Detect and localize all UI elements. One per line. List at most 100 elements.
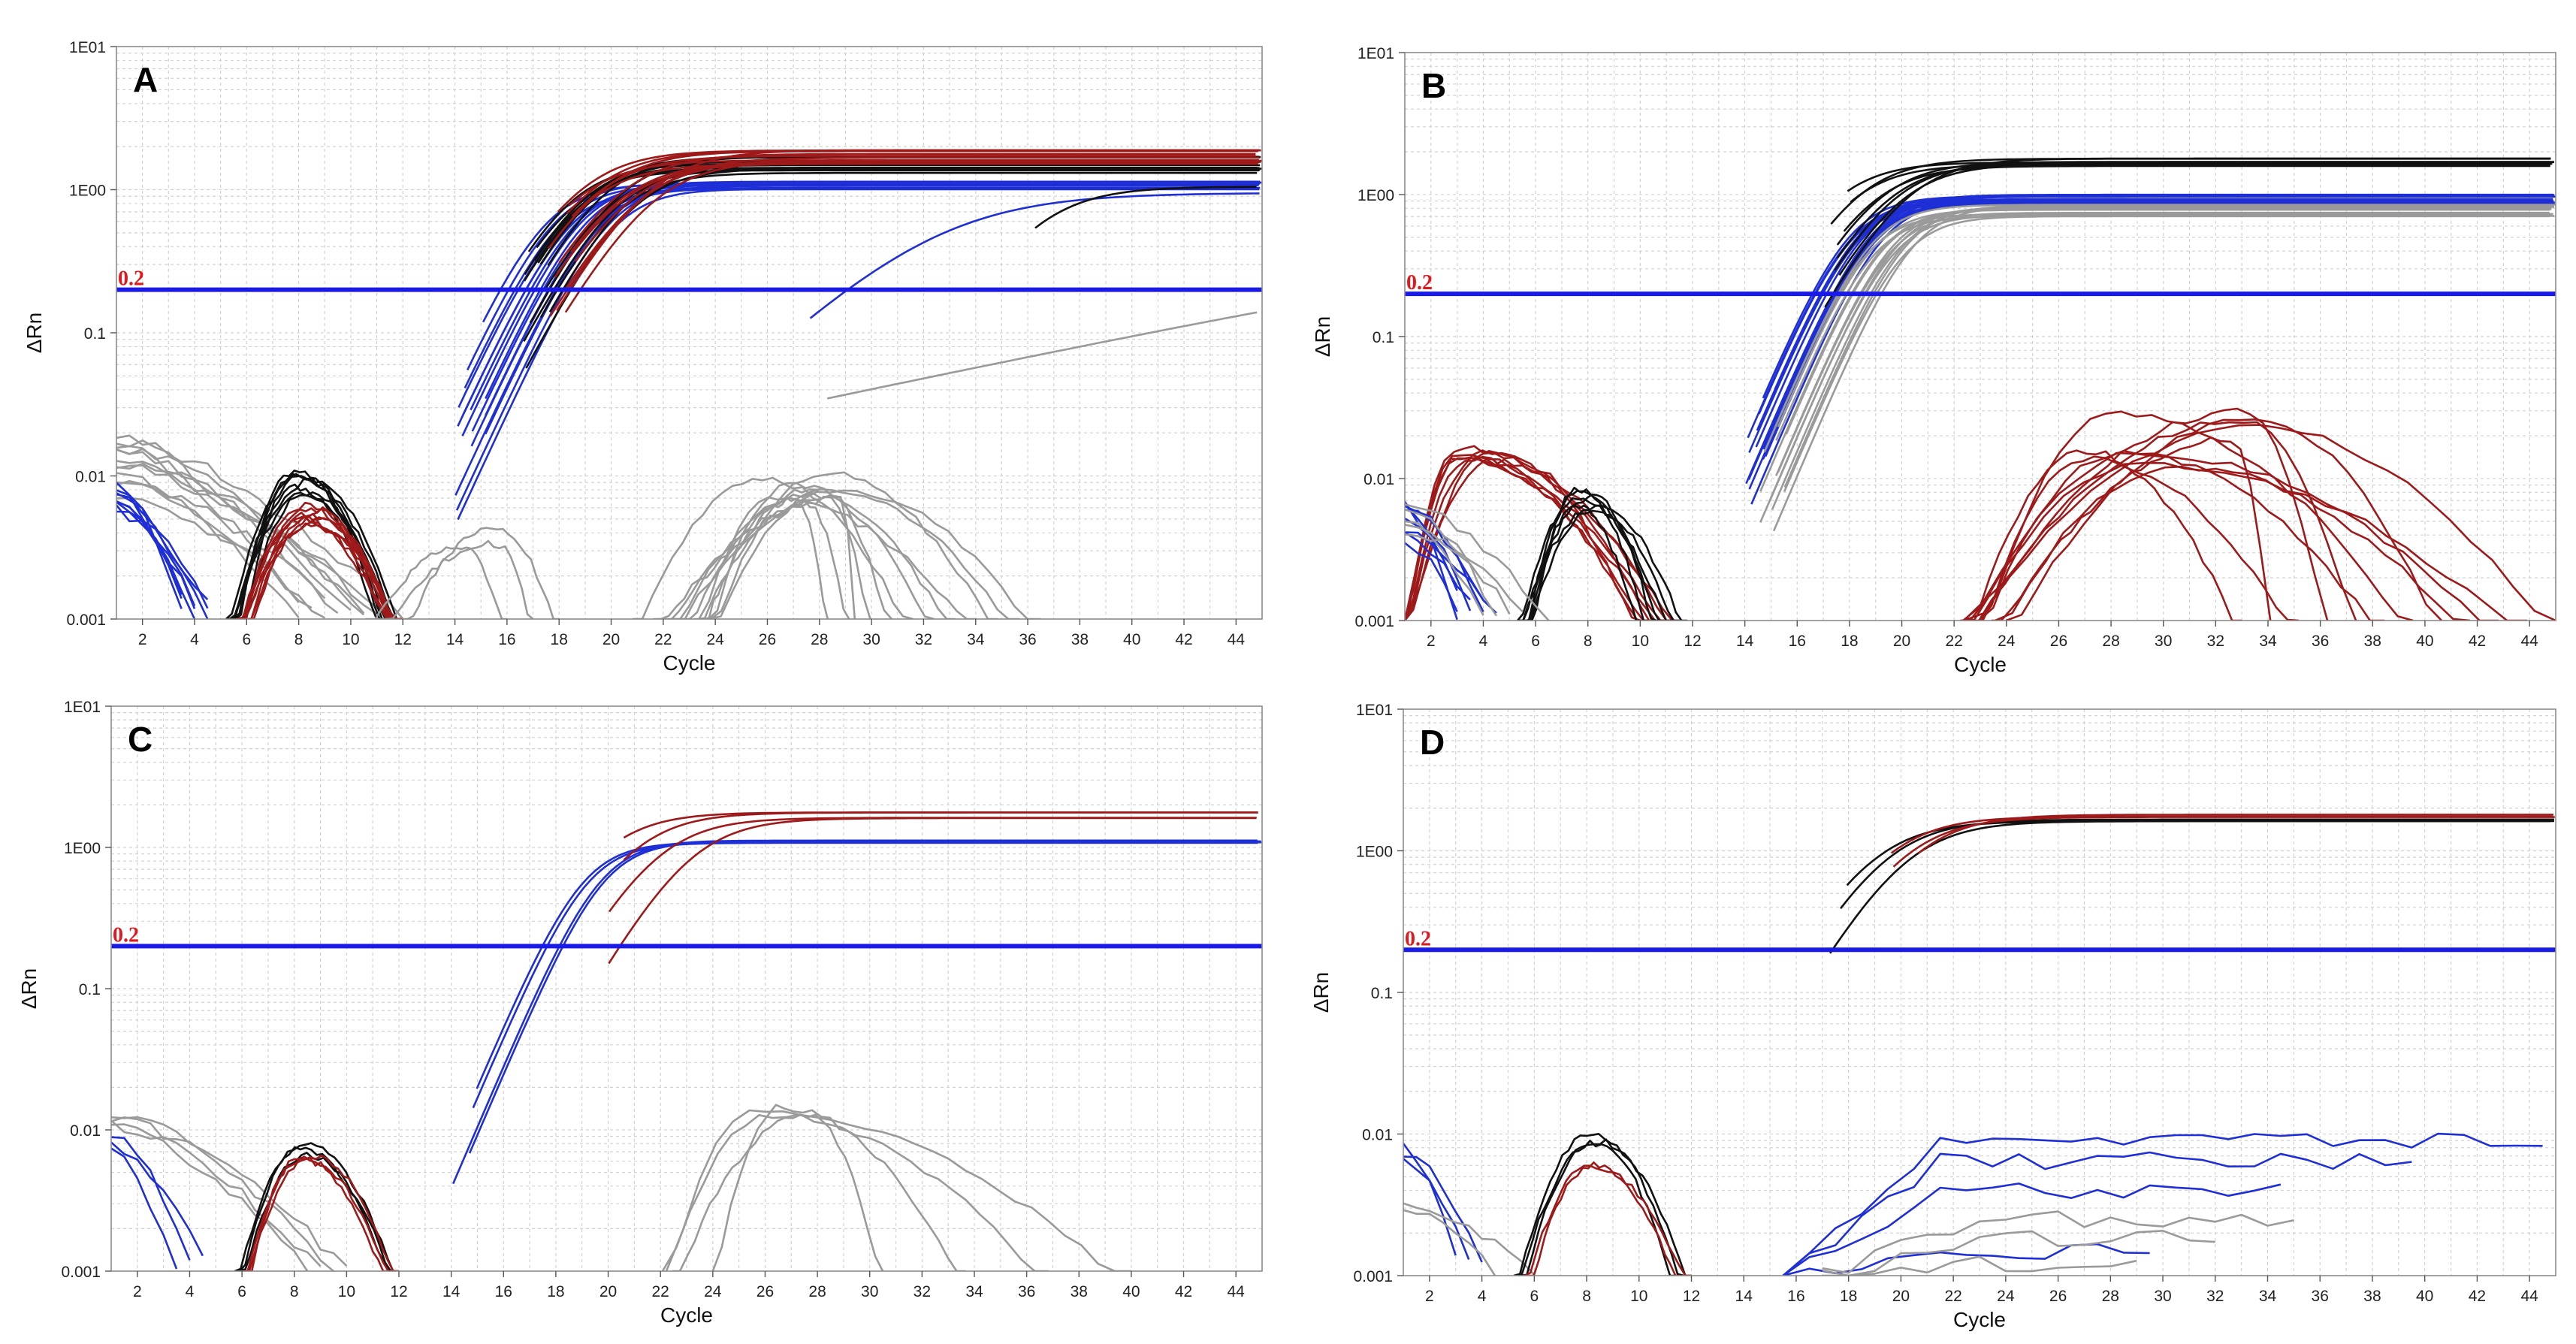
x-tick-label: 26 xyxy=(756,1283,774,1300)
x-tick-label: 2 xyxy=(133,1283,142,1300)
amplification-curve-blue xyxy=(1403,1155,1483,1263)
chart-panel-a: 0.2A2 4 6 8 10 12 14 16 18 20 22 24 26 28 30 32 34 36 38 40… xyxy=(23,39,1263,675)
x-axis-label: Cycle xyxy=(663,651,715,675)
x-tick-label: 20 xyxy=(1892,1288,1910,1305)
amplification-curve-gray xyxy=(710,471,998,619)
panel-label: D xyxy=(1420,723,1445,762)
amplification-curve-black xyxy=(1829,820,2550,954)
x-tick-label: 22 xyxy=(1944,1288,1961,1305)
x-tick-label: 32 xyxy=(2207,633,2224,650)
x-tick-label: 6 xyxy=(1530,1288,1539,1305)
amplification-curve-gray xyxy=(672,489,1041,619)
amplification-curve-gray xyxy=(682,488,892,619)
amplification-curve-gray xyxy=(376,539,534,619)
panel-label: C xyxy=(128,720,153,759)
x-tick-label: 12 xyxy=(394,631,412,648)
x-tick-label: 30 xyxy=(2154,1288,2171,1305)
amplification-curve-gray xyxy=(1403,1209,1496,1276)
x-tick-label: 2 xyxy=(1425,1288,1434,1305)
amplification-curve-red xyxy=(1960,421,2357,621)
amplification-curve-gray xyxy=(111,1123,309,1271)
x-tick-label: 32 xyxy=(2206,1288,2224,1305)
chart-panel-b: 0.2B2 4 6 8 10 12 14 16 18 20 22 24 26 28 30 32 34 36 38 40… xyxy=(1311,45,2556,676)
amplification-curve-gray xyxy=(653,495,871,619)
amplification-curve-blue xyxy=(111,1147,178,1270)
amplification-curve-blue xyxy=(116,510,209,601)
x-tick-label: 4 xyxy=(1478,1288,1487,1305)
x-tick-label: 2 xyxy=(138,631,147,648)
x-tick-label: 8 xyxy=(290,1283,299,1300)
amplification-curve-gray xyxy=(1403,1202,1536,1276)
amplification-curve-gray xyxy=(116,472,300,618)
amplification-curve-black xyxy=(1530,486,1664,621)
x-tick-label: 40 xyxy=(2416,1288,2433,1305)
y-tick-label: 0.001 xyxy=(1353,1268,1393,1285)
amplification-curve-black xyxy=(1524,488,1648,621)
amplification-curve-red xyxy=(1524,1164,1692,1276)
amplification-curve-red xyxy=(558,153,1256,264)
x-tick-label: 14 xyxy=(446,631,464,648)
x-tick-label: 28 xyxy=(2102,1288,2119,1305)
x-tick-label: 38 xyxy=(2364,633,2381,650)
y-tick-label: 0.001 xyxy=(66,612,106,629)
x-tick-label: 20 xyxy=(1893,633,1910,650)
y-axis-label: ΔRn xyxy=(1309,972,1333,1013)
x-tick-label: 36 xyxy=(2312,1288,2329,1305)
amplification-curve-gray xyxy=(1405,509,1497,617)
x-tick-label: 34 xyxy=(965,1283,983,1300)
amplification-curve-red xyxy=(1963,424,2556,621)
curves xyxy=(111,811,1262,1271)
amplification-curve-gray xyxy=(111,1116,334,1271)
amplification-curve-gray xyxy=(632,476,914,619)
x-tick-label: 40 xyxy=(1123,631,1140,648)
x-tick-label: 28 xyxy=(2102,633,2119,650)
amplification-curve-red xyxy=(1995,465,2471,621)
threshold-label: 0.2 xyxy=(1405,927,1431,950)
x-tick-label: 4 xyxy=(190,631,199,648)
amplification-curve-red xyxy=(1528,1161,1681,1276)
y-tick-label: 1E01 xyxy=(64,699,101,716)
amplification-curve-gray xyxy=(1785,208,2552,435)
x-tick-label: 22 xyxy=(1946,633,1963,650)
amplification-curve-blue xyxy=(1403,1158,1470,1260)
x-tick-label: 32 xyxy=(914,1283,931,1300)
x-tick-label: 32 xyxy=(915,631,932,648)
x-tick-label: 44 xyxy=(2521,633,2539,650)
y-tick-label: 1E00 xyxy=(1357,187,1394,204)
amplification-curve-red xyxy=(564,159,1256,313)
amplification-curve-gray xyxy=(111,1119,322,1267)
amplification-curve-red xyxy=(1892,816,2555,868)
amplification-curve-red xyxy=(246,512,402,619)
amplification-curve-red xyxy=(2005,418,2443,621)
amplification-curve-red xyxy=(1962,461,2527,621)
amplification-curve-black xyxy=(525,168,1262,369)
amplification-curve-gray xyxy=(116,460,391,619)
amplification-curve-gray xyxy=(1405,533,1524,612)
x-tick-label: 24 xyxy=(1998,633,2016,650)
x-tick-label: 28 xyxy=(808,1283,826,1300)
panel-label: B xyxy=(1421,66,1446,105)
amplification-curve-gray xyxy=(699,497,829,619)
amplification-curve-gray xyxy=(672,1113,884,1271)
x-tick-label: 8 xyxy=(1584,633,1593,650)
x-tick-label: 10 xyxy=(338,1283,355,1300)
amplification-curve-black xyxy=(228,478,403,619)
amplification-curve-blue xyxy=(1405,503,1472,612)
amplification-curve-black xyxy=(1517,497,1672,621)
x-tick-label: 36 xyxy=(2312,633,2329,650)
amplification-curve-black xyxy=(1526,504,1687,621)
y-tick-label: 1E01 xyxy=(1356,702,1393,719)
amplification-curve-black xyxy=(1824,157,2551,308)
chart-panel-d: 0.2D2 4 6 8 10 12 14 16 18 20 22 24 26 28 30 32 34 36 38 40… xyxy=(1309,702,2556,1331)
x-tick-label: 30 xyxy=(861,1283,878,1300)
x-tick-label: 44 xyxy=(2520,1288,2538,1305)
amplification-curve-red xyxy=(237,501,395,619)
amplification-curve-gray xyxy=(670,491,935,619)
chart-panel-c: 0.2C2 4 6 8 10 12 14 16 18 20 22 24 26 28 30 32 34 36 38 40… xyxy=(17,699,1263,1327)
panel-label: A xyxy=(133,60,158,99)
x-tick-label: 38 xyxy=(1071,1283,1088,1300)
curves xyxy=(1405,157,2556,621)
amplification-curve-blue xyxy=(1748,193,2554,490)
amplification-curve-black xyxy=(1517,509,1680,621)
